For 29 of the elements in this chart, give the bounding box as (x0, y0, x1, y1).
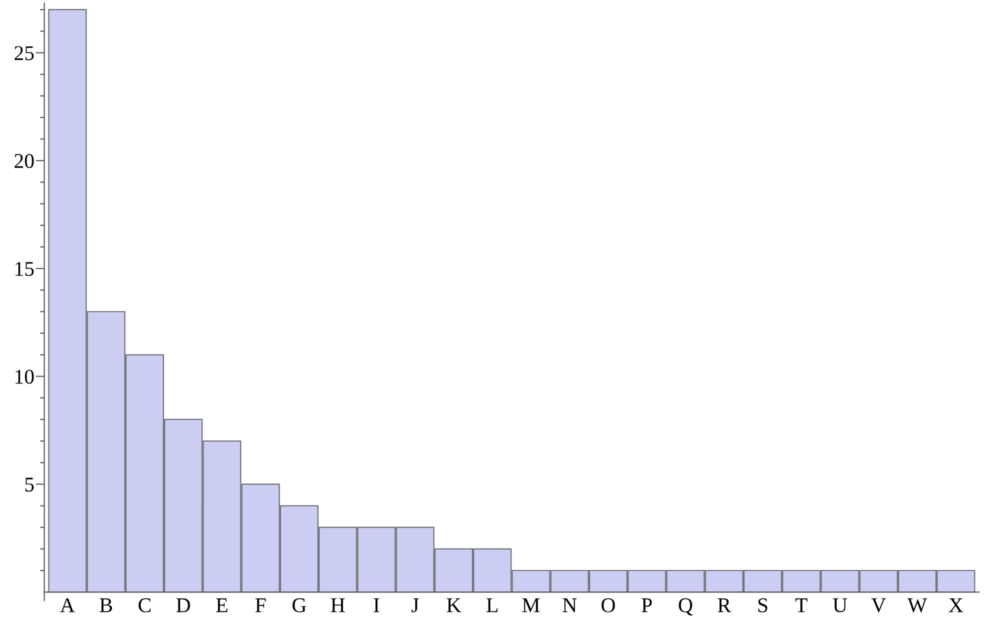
x-tick-label: W (907, 598, 928, 612)
x-tick-label: D (176, 598, 190, 612)
x-tick-label: X (948, 598, 964, 612)
x-tick-label: E (216, 598, 228, 612)
x-tick-label: O (602, 598, 615, 612)
x-tick-label: J (411, 598, 419, 612)
y-tick-label: 15 (16, 262, 34, 276)
y-tick-label: 25 (14, 46, 34, 60)
x-tick-label: N (562, 598, 577, 612)
x-tick-label: V (871, 598, 886, 612)
x-tick-label: U (832, 598, 848, 612)
y-tick-label: 10 (16, 370, 34, 384)
y-tick-label: 20 (14, 154, 34, 168)
x-tick-label: G (292, 598, 306, 612)
x-tick-label: R (718, 598, 732, 612)
x-tick-label: T (795, 598, 808, 612)
x-tick-label: K (446, 598, 462, 612)
x-tick-label: S (758, 598, 768, 612)
x-tick-label: M (522, 598, 540, 612)
x-tick-label: C (138, 598, 151, 612)
x-tick-label: H (330, 598, 345, 612)
x-tick-label: L (486, 598, 498, 612)
x-tick-label: Q (678, 598, 693, 616)
x-tick-label: A (60, 598, 75, 612)
x-tick-label: I (374, 598, 380, 612)
y-tick-label: 5 (25, 478, 34, 492)
x-tick-label: P (642, 598, 652, 612)
x-tick-label: F (255, 598, 266, 612)
x-tick-label: B (100, 598, 112, 612)
